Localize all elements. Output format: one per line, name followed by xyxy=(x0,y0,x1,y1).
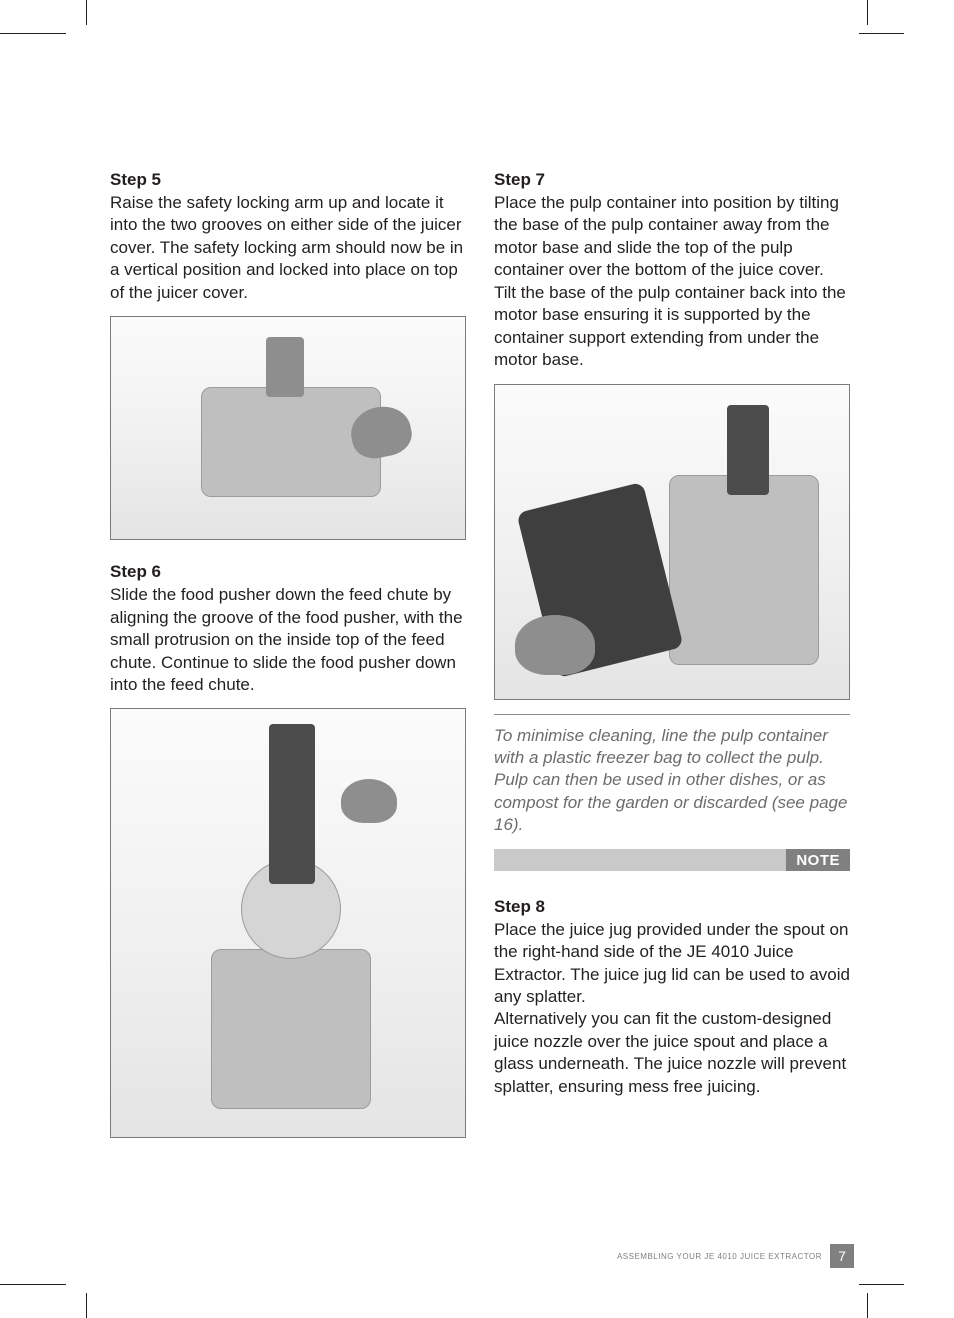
figure-step7 xyxy=(494,384,850,700)
crop-mark xyxy=(867,1293,868,1318)
crop-mark xyxy=(859,1284,904,1285)
page-footer: ASSEMBLING YOUR JE 4010 JUICE EXTRACTOR … xyxy=(617,1244,854,1268)
note-bar-label: NOTE xyxy=(786,849,850,871)
step5-title: Step 5 xyxy=(110,170,466,190)
content-columns: Step 5 Raise the safety locking arm up a… xyxy=(110,170,850,1138)
step8-title: Step 8 xyxy=(494,897,850,917)
note-rule xyxy=(494,714,850,715)
crop-mark xyxy=(86,0,87,25)
note-text: To minimise cleaning, line the pulp cont… xyxy=(494,725,850,837)
step8-body-p1: Place the juice jug provided under the s… xyxy=(494,919,850,1009)
step6-title: Step 6 xyxy=(110,562,466,582)
crop-mark xyxy=(859,33,904,34)
right-column: Step 7 Place the pulp container into pos… xyxy=(494,170,850,1138)
crop-mark xyxy=(86,1293,87,1318)
page-number: 7 xyxy=(830,1244,854,1268)
footer-section-label: ASSEMBLING YOUR JE 4010 JUICE EXTRACTOR xyxy=(617,1252,822,1261)
step7-title: Step 7 xyxy=(494,170,850,190)
step6-body: Slide the food pusher down the feed chut… xyxy=(110,584,466,696)
left-column: Step 5 Raise the safety locking arm up a… xyxy=(110,170,466,1138)
note-bar-fill xyxy=(494,849,786,871)
note-bar: NOTE xyxy=(494,849,850,871)
crop-mark xyxy=(867,0,868,25)
page: Step 5 Raise the safety locking arm up a… xyxy=(0,0,954,1318)
step8-body-p2: Alternatively you can fit the custom-des… xyxy=(494,1008,850,1098)
figure-step6 xyxy=(110,708,466,1138)
figure-step5 xyxy=(110,316,466,540)
step7-body: Place the pulp container into position b… xyxy=(494,192,850,372)
crop-mark xyxy=(0,33,66,34)
crop-mark xyxy=(0,1284,66,1285)
step5-body: Raise the safety locking arm up and loca… xyxy=(110,192,466,304)
